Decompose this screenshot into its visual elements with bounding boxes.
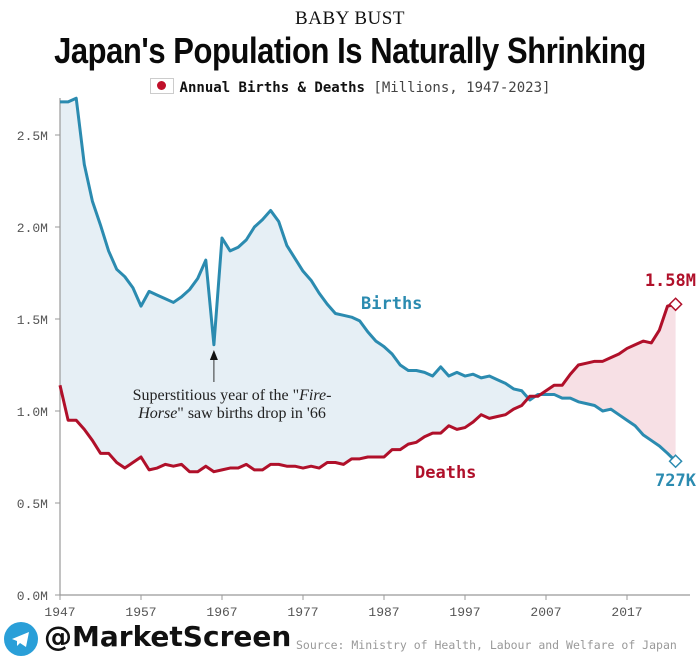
x-tick-label: 2017 bbox=[611, 605, 642, 620]
annotation-italic: Fire- bbox=[298, 387, 331, 404]
footer-handle: @MarketScreen bbox=[44, 620, 292, 653]
x-tick-label: 1957 bbox=[125, 605, 156, 620]
y-tick-label: 0.0M bbox=[17, 589, 48, 604]
deaths-line bbox=[58, 302, 676, 474]
deaths-series-label: Deaths bbox=[415, 463, 476, 483]
source-note: Source: Ministry of Health, Labour and W… bbox=[296, 638, 677, 652]
chart-kicker: BABY BUST bbox=[295, 8, 405, 29]
annotation-italic: Horse bbox=[137, 405, 177, 422]
deaths-end-marker bbox=[668, 297, 683, 312]
y-tick-label: 1.5M bbox=[17, 313, 48, 328]
deaths-surplus-area bbox=[540, 304, 676, 462]
y-tick-label: 0.5M bbox=[17, 497, 48, 512]
telegram-icon bbox=[4, 622, 38, 656]
births-series-label: Births bbox=[361, 294, 422, 314]
annotation-text: Superstitious year of the " bbox=[133, 387, 300, 404]
deaths-end-label: 1.58M bbox=[645, 271, 696, 291]
chart-title: Japan's Population Is Naturally Shrinkin… bbox=[54, 30, 646, 71]
subtitle-bold: Annual Births & Deaths bbox=[179, 80, 365, 96]
births-end-marker bbox=[668, 454, 683, 469]
x-tick-label: 1997 bbox=[449, 605, 480, 620]
x-tick-label: 1967 bbox=[206, 605, 237, 620]
x-tick-label: 1977 bbox=[287, 605, 318, 620]
y-tick-label: 2.5M bbox=[17, 129, 48, 144]
annotation-line-2: Horse" saw births drop in '66 bbox=[137, 405, 326, 422]
annotation-text: " saw births drop in '66 bbox=[177, 405, 326, 422]
subtitle-light: [Millions, 1947-2023] bbox=[373, 80, 551, 96]
annotation-arrow-head bbox=[209, 350, 218, 360]
x-tick-label: 2007 bbox=[530, 605, 561, 620]
line-chart: 0.0M 0.5M 1.0M 1.5M 2.0M 2.5M 1947 1957 1967 1977… bbox=[17, 96, 697, 620]
japan-flag-icon bbox=[149, 78, 174, 94]
y-tick-label: 2.0M bbox=[17, 221, 48, 236]
x-tick-label: 1947 bbox=[44, 605, 75, 620]
chart-subtitle: Annual Births & Deaths [Millions, 1947-2… bbox=[0, 78, 700, 96]
births-end-label: 727K bbox=[655, 471, 697, 491]
annotation-line-1: Superstitious year of the "Fire- bbox=[133, 387, 332, 404]
x-tick-label: 1987 bbox=[368, 605, 399, 620]
births-surplus-area bbox=[60, 98, 529, 472]
y-tick-label: 1.0M bbox=[17, 405, 48, 420]
births-line bbox=[60, 96, 677, 463]
